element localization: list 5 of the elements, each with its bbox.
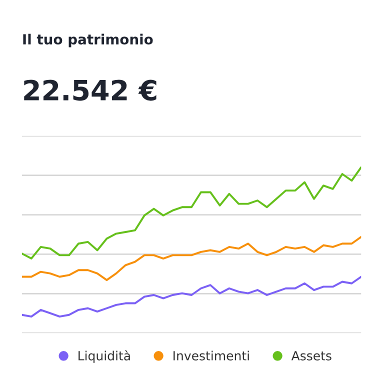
legend-label: Assets bbox=[291, 351, 332, 360]
chart-title: Il tuo patrimonio bbox=[23, 34, 153, 48]
legend-label: Investimenti bbox=[174, 350, 249, 360]
chart-subtitle: 22.542 € bbox=[24, 80, 156, 101]
legend-label: Liquidità bbox=[78, 350, 130, 363]
